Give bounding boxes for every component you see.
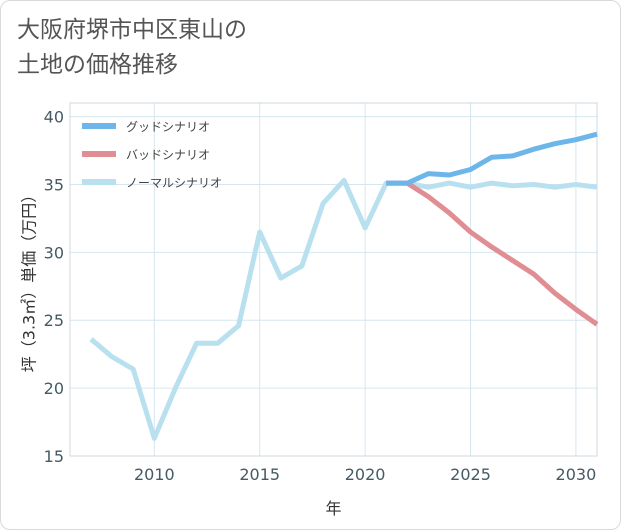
- series-line-normal: [89, 177, 598, 441]
- x-tick-label: 2010: [134, 465, 175, 484]
- legend-label: グッドシナリオ: [126, 120, 210, 134]
- y-tick-label: 30: [44, 243, 64, 262]
- x-tick-label: 2020: [345, 465, 386, 484]
- x-tick-label: 2015: [239, 465, 280, 484]
- y-tick-label: 15: [44, 447, 64, 466]
- y-tick-label: 35: [44, 175, 64, 194]
- y-axis-title: 坪（3.3㎡）単価（万円）: [20, 187, 39, 372]
- chart-title: 大阪府堺市中区東山の 土地の価格推移: [17, 17, 247, 78]
- plot-area-border: [69, 102, 598, 457]
- y-tick-label: 20: [44, 379, 64, 398]
- y-tick-label: 25: [44, 311, 64, 330]
- series-line-bad: [386, 180, 599, 327]
- series-lines: [89, 131, 599, 441]
- series-line-good: [386, 131, 598, 186]
- x-axis-title: 年: [325, 499, 341, 518]
- x-tick-label: 2030: [556, 465, 597, 484]
- legend-label: バッドシナリオ: [126, 148, 210, 162]
- legend-label: ノーマルシナリオ: [126, 176, 222, 190]
- x-tick-label: 2025: [450, 465, 491, 484]
- y-tick-label: 40: [44, 108, 64, 127]
